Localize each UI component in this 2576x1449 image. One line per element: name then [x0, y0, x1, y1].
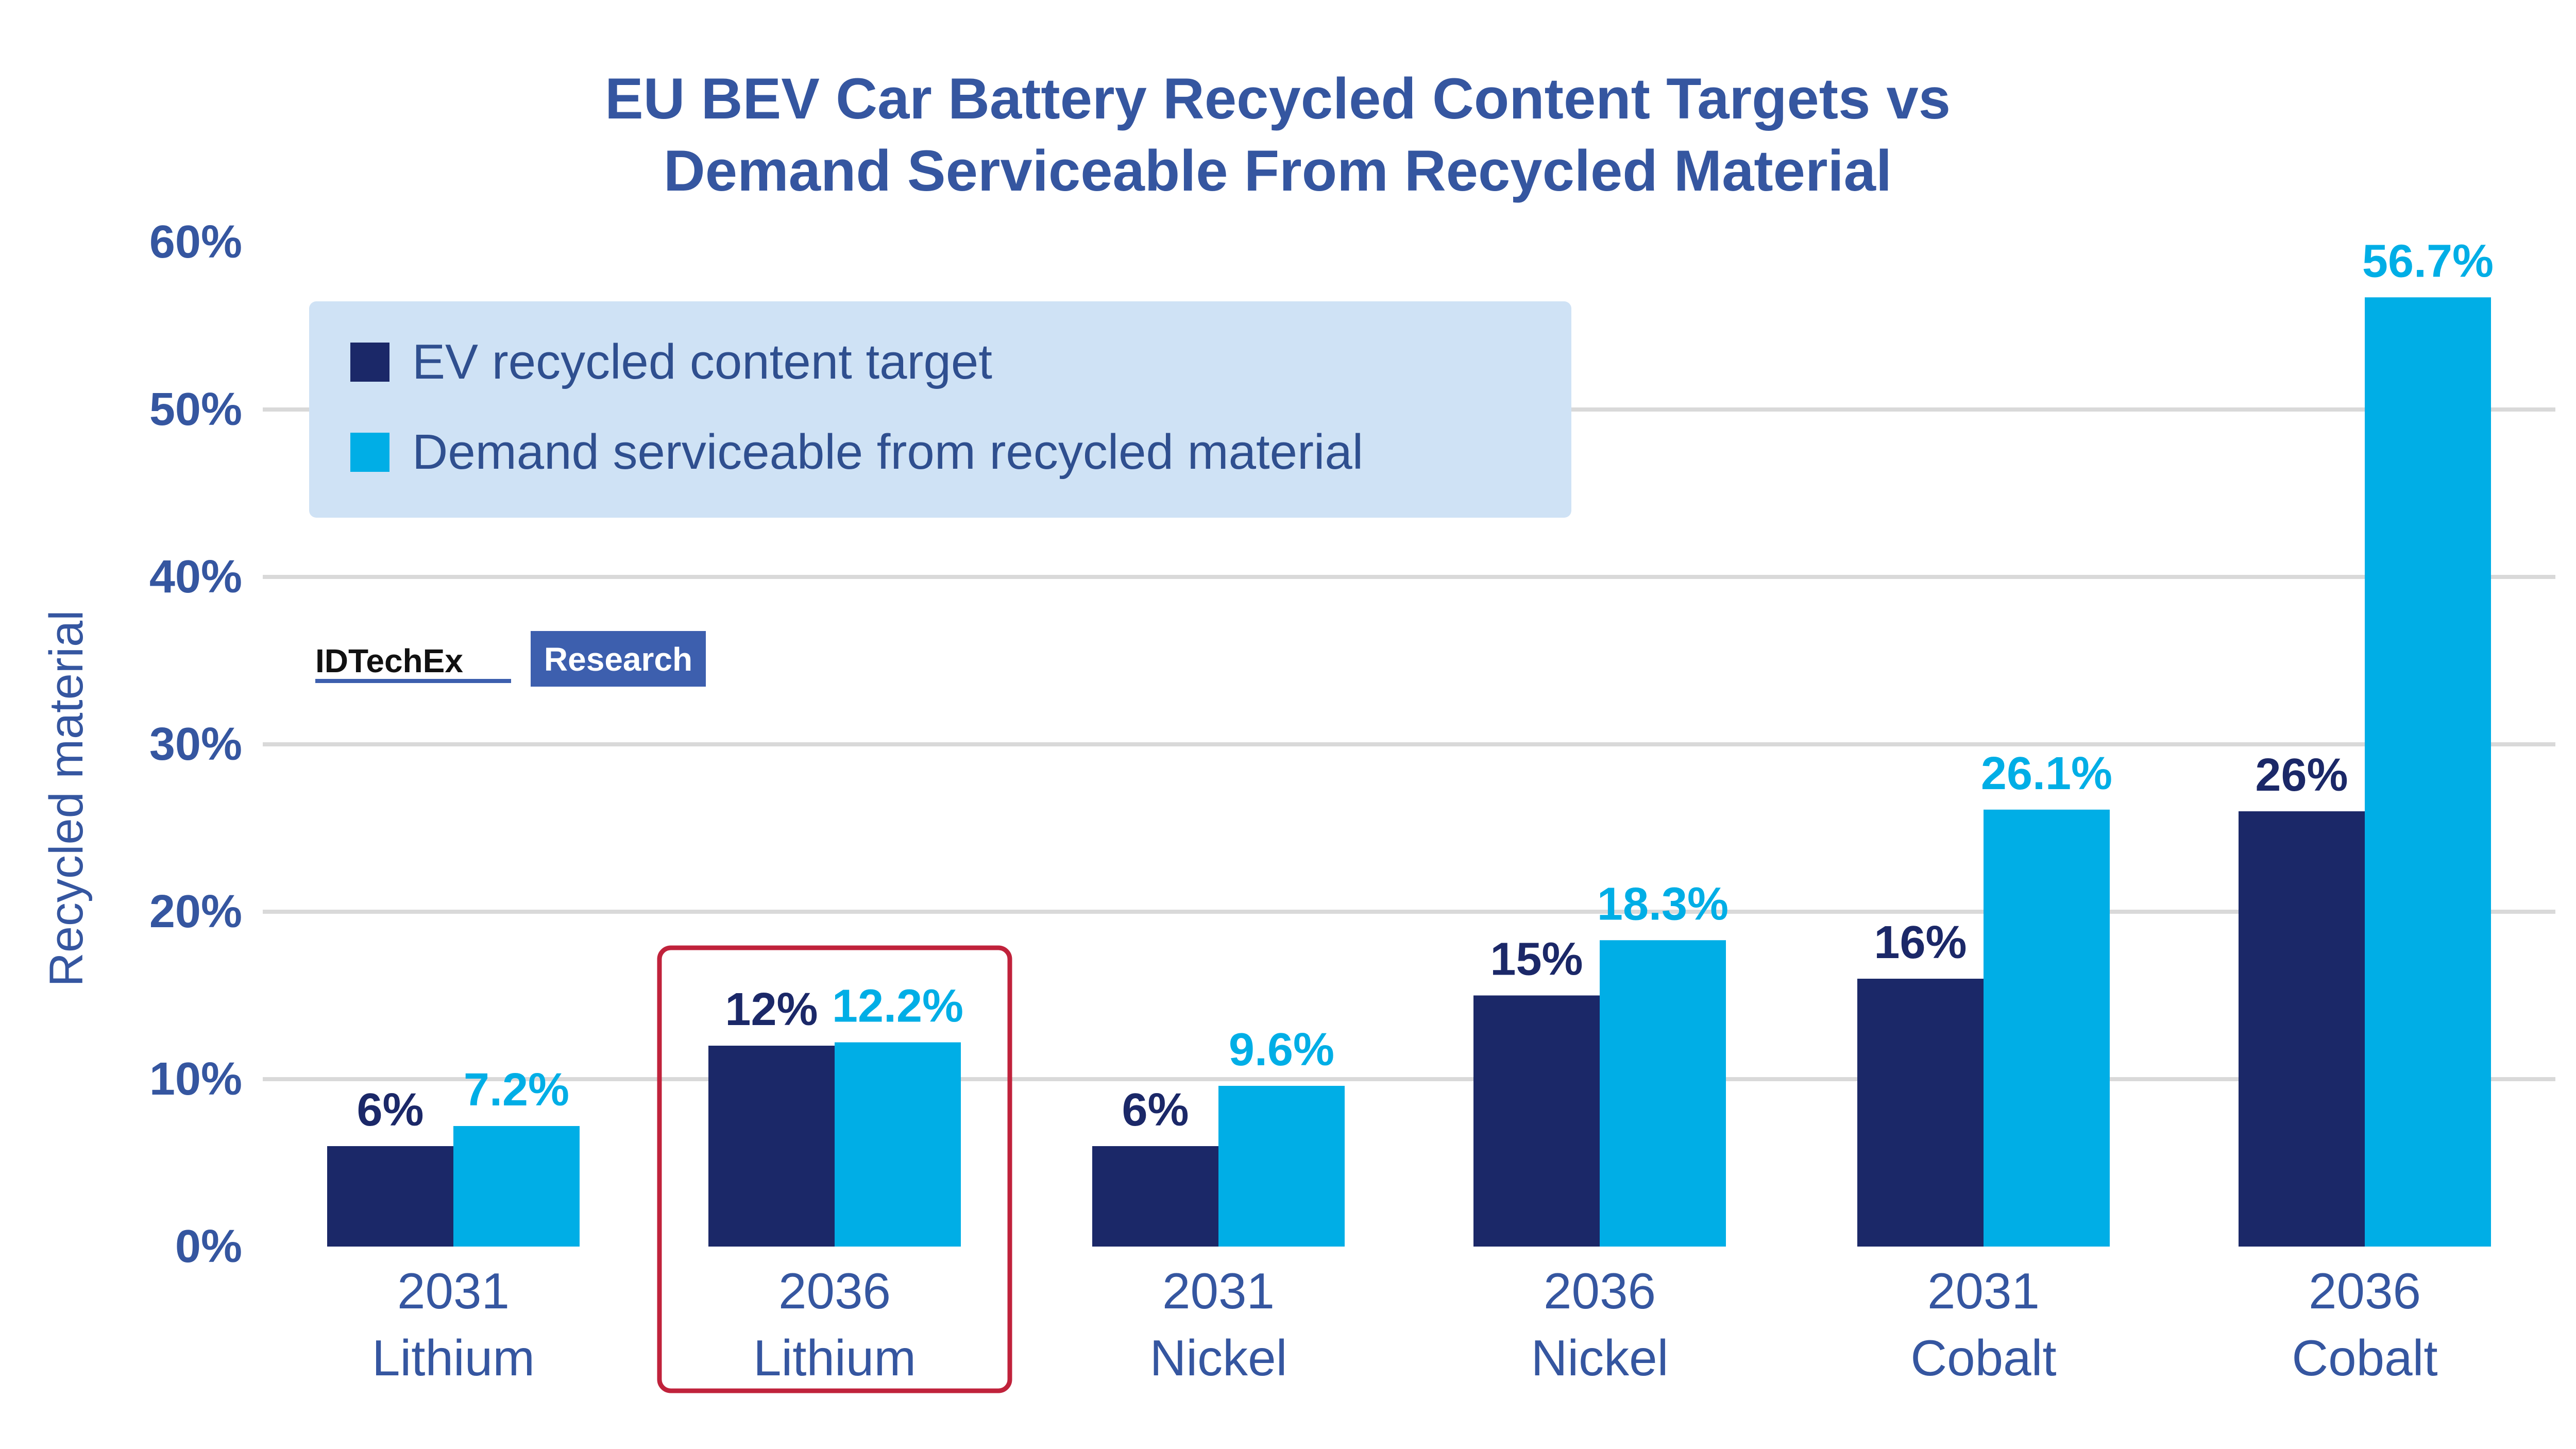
y-tick-label: 40% [149, 551, 242, 603]
data-label-target: 16% [1874, 917, 1967, 968]
y-tick-label: 20% [149, 886, 242, 937]
logo-text-research: Research [544, 641, 692, 678]
legend-background [309, 301, 1571, 518]
data-label-demand: 7.2% [464, 1064, 569, 1116]
legend-label-demand: Demand serviceable from recycled materia… [412, 424, 1363, 480]
x-category-label: Nickel [1150, 1329, 1287, 1386]
x-category-label: 2031 [1927, 1263, 2040, 1319]
x-category-label: Lithium [372, 1329, 535, 1386]
x-category-label: 2036 [778, 1263, 891, 1319]
data-label-target: 6% [1122, 1084, 1189, 1136]
data-label-demand: 12.2% [832, 981, 963, 1032]
bar-demand [1218, 1086, 1345, 1247]
data-label-demand: 9.6% [1229, 1024, 1334, 1076]
chart-title: EU BEV Car Battery Recycled Content Targ… [605, 66, 1951, 203]
x-category-label: 2031 [1162, 1263, 1275, 1319]
bar-target [1092, 1146, 1218, 1247]
y-axis-ticks: 0% 10% 20% 30% 40% 50% 60% [149, 216, 242, 1272]
bar-demand [453, 1126, 580, 1247]
y-tick-label: 50% [149, 384, 242, 435]
bar-demand [1600, 940, 1726, 1247]
legend: EV recycled content target Demand servic… [309, 301, 1571, 518]
bar-target [2239, 811, 2365, 1247]
y-tick-label: 30% [149, 719, 242, 770]
x-category-label: Nickel [1531, 1329, 1669, 1386]
bars [327, 297, 2491, 1247]
data-label-target: 6% [357, 1084, 423, 1136]
x-axis-categories: 2031 Lithium 2036 Lithium 2031 Nickel 2036 Nick… [372, 1263, 2438, 1386]
bar-demand [2365, 297, 2491, 1247]
data-label-target: 12% [725, 984, 818, 1035]
bar-target [1857, 979, 1984, 1247]
x-category-label: Cobalt [2292, 1329, 2437, 1386]
bar-target [708, 1046, 835, 1247]
bar-target [327, 1146, 453, 1247]
logo-underline [315, 679, 511, 683]
bar-demand [835, 1042, 961, 1247]
x-category-label: 2031 [397, 1263, 510, 1319]
x-category-label: 2036 [1544, 1263, 1656, 1319]
y-tick-label: 60% [149, 216, 242, 268]
y-tick-label: 0% [175, 1221, 242, 1272]
x-category-label: Cobalt [1910, 1329, 2056, 1386]
highlight-box [657, 945, 1012, 1393]
data-label-target: 15% [1490, 934, 1583, 985]
data-label-demand: 56.7% [2362, 235, 2494, 287]
bar-demand [1984, 809, 2110, 1247]
y-axis-label: Recycled material [40, 610, 93, 986]
legend-swatch-demand [350, 433, 389, 472]
x-category-label: 2036 [2309, 1263, 2421, 1319]
data-label-demand: 18.3% [1597, 878, 1728, 930]
x-category-label: Lithium [753, 1329, 916, 1386]
data-labels: 6% 7.2% 12% 12.2% 6% 9.6% 15% 18.3% 16% 26.1% 26% 5… [357, 235, 2494, 1136]
data-label-target: 26% [2255, 749, 2348, 801]
chart-title-line-2: Demand Serviceable From Recycled Materia… [664, 139, 1892, 203]
bar-target [1473, 995, 1600, 1247]
idtechex-logo: IDTechEx Research [315, 631, 706, 687]
chart-title-line-1: EU BEV Car Battery Recycled Content Targ… [605, 66, 1951, 131]
y-tick-label: 10% [149, 1053, 242, 1105]
data-label-demand: 26.1% [1981, 748, 2112, 799]
legend-swatch-target [350, 343, 389, 382]
logo-research-box [531, 631, 706, 687]
legend-label-target: EV recycled content target [412, 334, 992, 389]
logo-text-idtechex: IDTechEx [315, 642, 463, 679]
